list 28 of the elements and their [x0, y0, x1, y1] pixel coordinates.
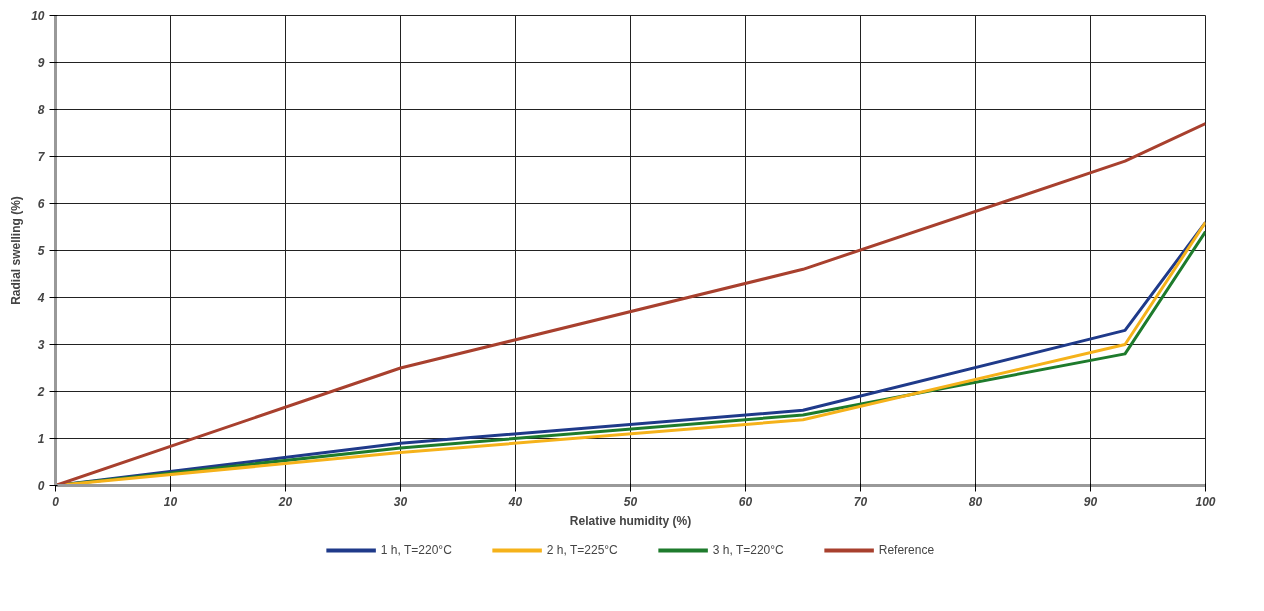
- y-tick-label: 7: [37, 150, 46, 164]
- x-axis-title: Relative humidity (%): [569, 513, 692, 528]
- y-tick-label: 5: [37, 244, 45, 258]
- x-tick-label: 60: [738, 494, 753, 509]
- x-tick-label: 70: [853, 494, 868, 509]
- x-tick-label: 10: [163, 494, 178, 509]
- y-tick-label: 1: [37, 432, 45, 446]
- y-tick-label: 10: [31, 9, 45, 23]
- y-tick-label: 9: [37, 56, 45, 70]
- x-tick-label: 30: [393, 494, 408, 509]
- x-tick-label: 80: [968, 494, 983, 509]
- legend-label: 3 h, T=220°C: [712, 543, 784, 557]
- legend-label: 2 h, T=225°C: [546, 543, 618, 557]
- y-tick-label: 8: [37, 103, 45, 117]
- x-tick-label: 100: [1195, 494, 1216, 509]
- y-tick-label: 6: [37, 197, 45, 211]
- y-tick-label: 0: [37, 479, 45, 493]
- x-tick-label: 90: [1083, 494, 1098, 509]
- y-axis-title: Radial swelling (%): [9, 196, 24, 305]
- x-tick-label: 20: [277, 494, 293, 509]
- legend-label: 1 h, T=220°C: [380, 543, 452, 557]
- y-tick-label: 4: [36, 291, 45, 305]
- x-tick-label: 50: [623, 494, 638, 509]
- y-tick-label: 2: [36, 385, 45, 399]
- y-tick-label: 3: [37, 338, 45, 352]
- x-tick-label: 40: [507, 494, 523, 509]
- x-tick-label: 0: [52, 494, 60, 509]
- legend-label: Reference: [878, 543, 935, 557]
